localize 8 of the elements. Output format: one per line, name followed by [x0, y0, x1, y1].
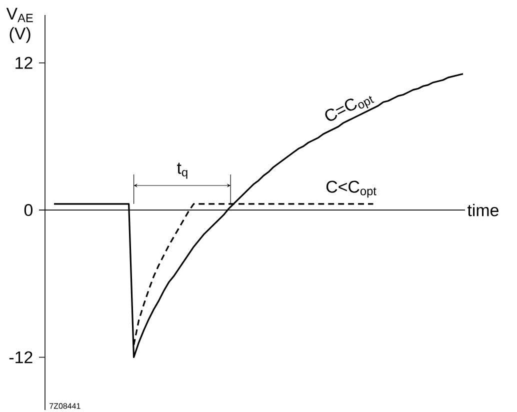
y-tick-label: 0 [24, 204, 33, 216]
y-tick-label: -12 [9, 351, 32, 364]
series-label: C<C$_{opt}$ [326, 180, 376, 198]
annotation: t$_{q}$ [177, 162, 188, 179]
y-axis-title: V$_{AE}$ (V) [6, 8, 33, 43]
x-axis-title: time [467, 204, 498, 216]
text: C=C$_{opt}$ [325, 96, 374, 121]
y-tick-label: 12 [16, 56, 32, 69]
